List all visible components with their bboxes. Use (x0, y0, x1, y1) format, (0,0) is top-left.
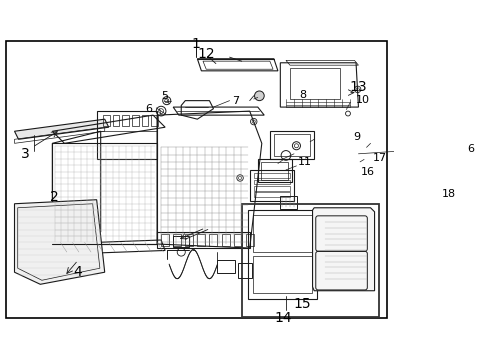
Bar (322, 216, 370, 284)
Text: 14: 14 (274, 311, 292, 325)
Bar (173, 234, 181, 246)
Bar (279, 196, 297, 208)
Bar (197, 234, 205, 246)
Bar (122, 115, 129, 126)
Polygon shape (15, 119, 108, 139)
Bar (249, 170, 293, 201)
Bar (221, 234, 229, 246)
Bar (245, 234, 253, 246)
Bar (252, 256, 311, 293)
Text: 8: 8 (299, 90, 306, 100)
Bar (247, 210, 316, 299)
Text: 17: 17 (372, 153, 386, 163)
Bar (103, 115, 109, 126)
Text: 1: 1 (191, 37, 200, 51)
Polygon shape (15, 200, 104, 284)
Bar (142, 115, 148, 126)
Bar (253, 173, 289, 178)
Bar (151, 115, 158, 126)
Bar (252, 215, 311, 252)
Text: 10: 10 (355, 95, 369, 105)
Text: 12: 12 (197, 47, 215, 61)
Bar (257, 159, 291, 182)
Bar (113, 115, 119, 126)
Text: 7: 7 (231, 96, 239, 105)
Bar (209, 234, 217, 246)
Text: 5: 5 (487, 132, 488, 142)
Bar (253, 186, 289, 191)
Bar (269, 131, 313, 159)
Text: 11: 11 (297, 157, 311, 167)
Bar (273, 135, 309, 156)
Bar (261, 162, 288, 180)
Bar (173, 236, 189, 247)
Text: 6: 6 (145, 104, 152, 114)
Text: 18: 18 (441, 189, 455, 199)
Bar (185, 234, 193, 246)
Bar (217, 260, 235, 273)
Bar (233, 234, 241, 246)
Polygon shape (312, 208, 374, 291)
Text: 4: 4 (74, 265, 82, 279)
Bar (97, 111, 157, 159)
Bar (253, 193, 289, 197)
Text: 2: 2 (50, 190, 59, 204)
Bar (237, 264, 252, 278)
Text: 15: 15 (293, 297, 310, 311)
Bar (241, 204, 378, 316)
Circle shape (254, 91, 264, 101)
Bar (253, 180, 289, 184)
Text: 9: 9 (352, 132, 359, 142)
Text: 16: 16 (360, 167, 374, 176)
Bar (157, 232, 249, 248)
Text: 3: 3 (21, 147, 30, 161)
Bar (289, 68, 339, 99)
Bar (132, 115, 138, 126)
Text: 5: 5 (161, 91, 168, 101)
Bar (161, 234, 169, 246)
Text: 6: 6 (466, 144, 473, 154)
Text: 13: 13 (349, 80, 366, 94)
